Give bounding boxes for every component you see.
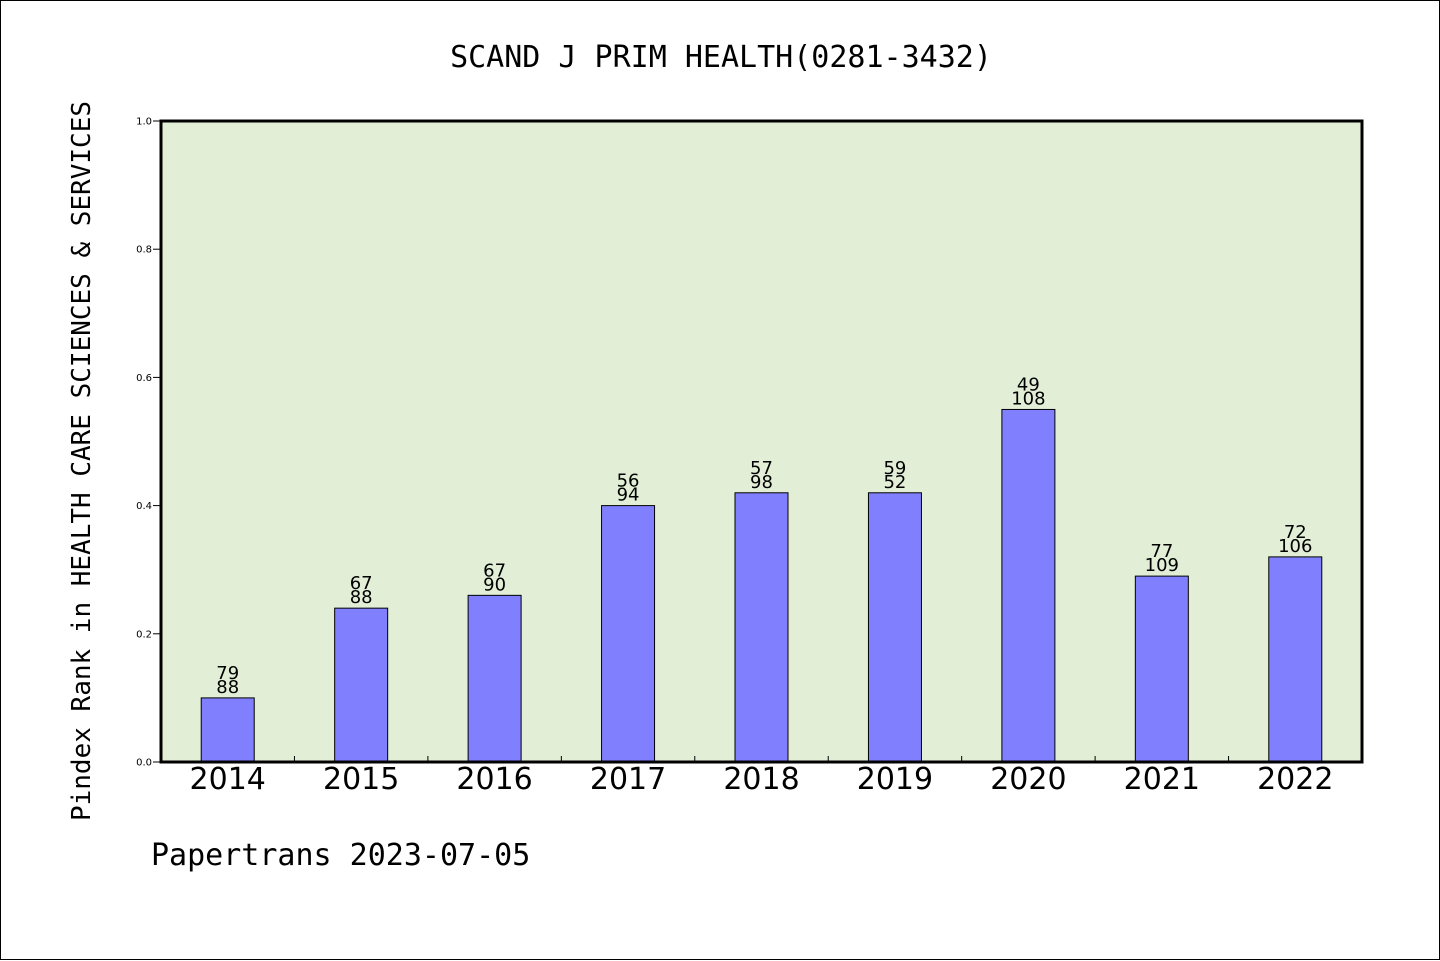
- x-axis: 2014 2015 2016 2017 2018 2019 2020 2021 2022: [190, 756, 1333, 797]
- bar-label-top: 67: [483, 560, 506, 581]
- x-tick-label: 2014: [190, 762, 266, 797]
- bar-2021: [1134, 575, 1189, 763]
- x-tick-label: 2022: [1257, 762, 1333, 797]
- y-tick-label: 0.6: [136, 373, 152, 384]
- y-tick-label: 0.4: [136, 501, 152, 512]
- bar-2014: [200, 697, 255, 763]
- bar-label-bottom: 98: [750, 472, 773, 493]
- bar-label-bottom: 88: [216, 677, 239, 698]
- bar-label-bottom: 52: [883, 472, 906, 493]
- y-tick-label: 0.0: [136, 758, 152, 769]
- bar-label-bottom: 108: [1011, 388, 1045, 409]
- x-tick-label: 2019: [857, 762, 933, 797]
- x-tick-label: 2020: [990, 762, 1066, 797]
- bar-label-bottom: 88: [350, 587, 373, 608]
- bar-2022: [1268, 556, 1323, 763]
- y-tick-label: 0.2: [136, 629, 152, 640]
- x-tick-label: 2015: [323, 762, 399, 797]
- bar-2020: [1001, 408, 1056, 763]
- x-tick-label: 2016: [456, 762, 532, 797]
- bar-label-top: 59: [883, 458, 906, 479]
- bar-label-top: 49: [1017, 374, 1040, 395]
- bar-label-top: 67: [350, 573, 373, 594]
- y-axis-label: Pindex Rank in HEALTH CARE SCIENCES & SE…: [67, 101, 97, 821]
- y-tick-label: 0.8: [136, 245, 152, 256]
- bar-label-bottom: 90: [483, 574, 506, 595]
- bar-label-top: 72: [1284, 522, 1307, 543]
- bar-2015: [334, 607, 389, 763]
- bar-label-top: 56: [617, 471, 640, 492]
- bar-label-bottom: 106: [1278, 536, 1312, 557]
- plot-frame: [159, 119, 1364, 764]
- bar-2016: [467, 594, 522, 763]
- y-tick-label: 1.0: [136, 117, 152, 128]
- bar-2018: [734, 492, 789, 763]
- footer-text: Papertrans 2023-07-05: [151, 838, 530, 873]
- x-tick-label: 2017: [590, 762, 666, 797]
- bar-label-top: 57: [750, 458, 773, 479]
- y-axis: 0.0 0.2 0.4 0.6 0.8 1.0: [136, 117, 161, 769]
- x-tick-label: 2018: [723, 762, 799, 797]
- bar-label-top: 79: [216, 663, 239, 684]
- bar-2017: [601, 505, 656, 763]
- bar-2019: [867, 492, 922, 763]
- bar-label-top: 77: [1150, 541, 1173, 562]
- chart-title: SCAND J PRIM HEALTH(0281-3432): [450, 40, 992, 75]
- bar-label-bottom: 109: [1145, 555, 1179, 576]
- bar-label-bottom: 94: [617, 485, 640, 506]
- x-tick-label: 2021: [1124, 762, 1200, 797]
- bars: [200, 408, 1323, 763]
